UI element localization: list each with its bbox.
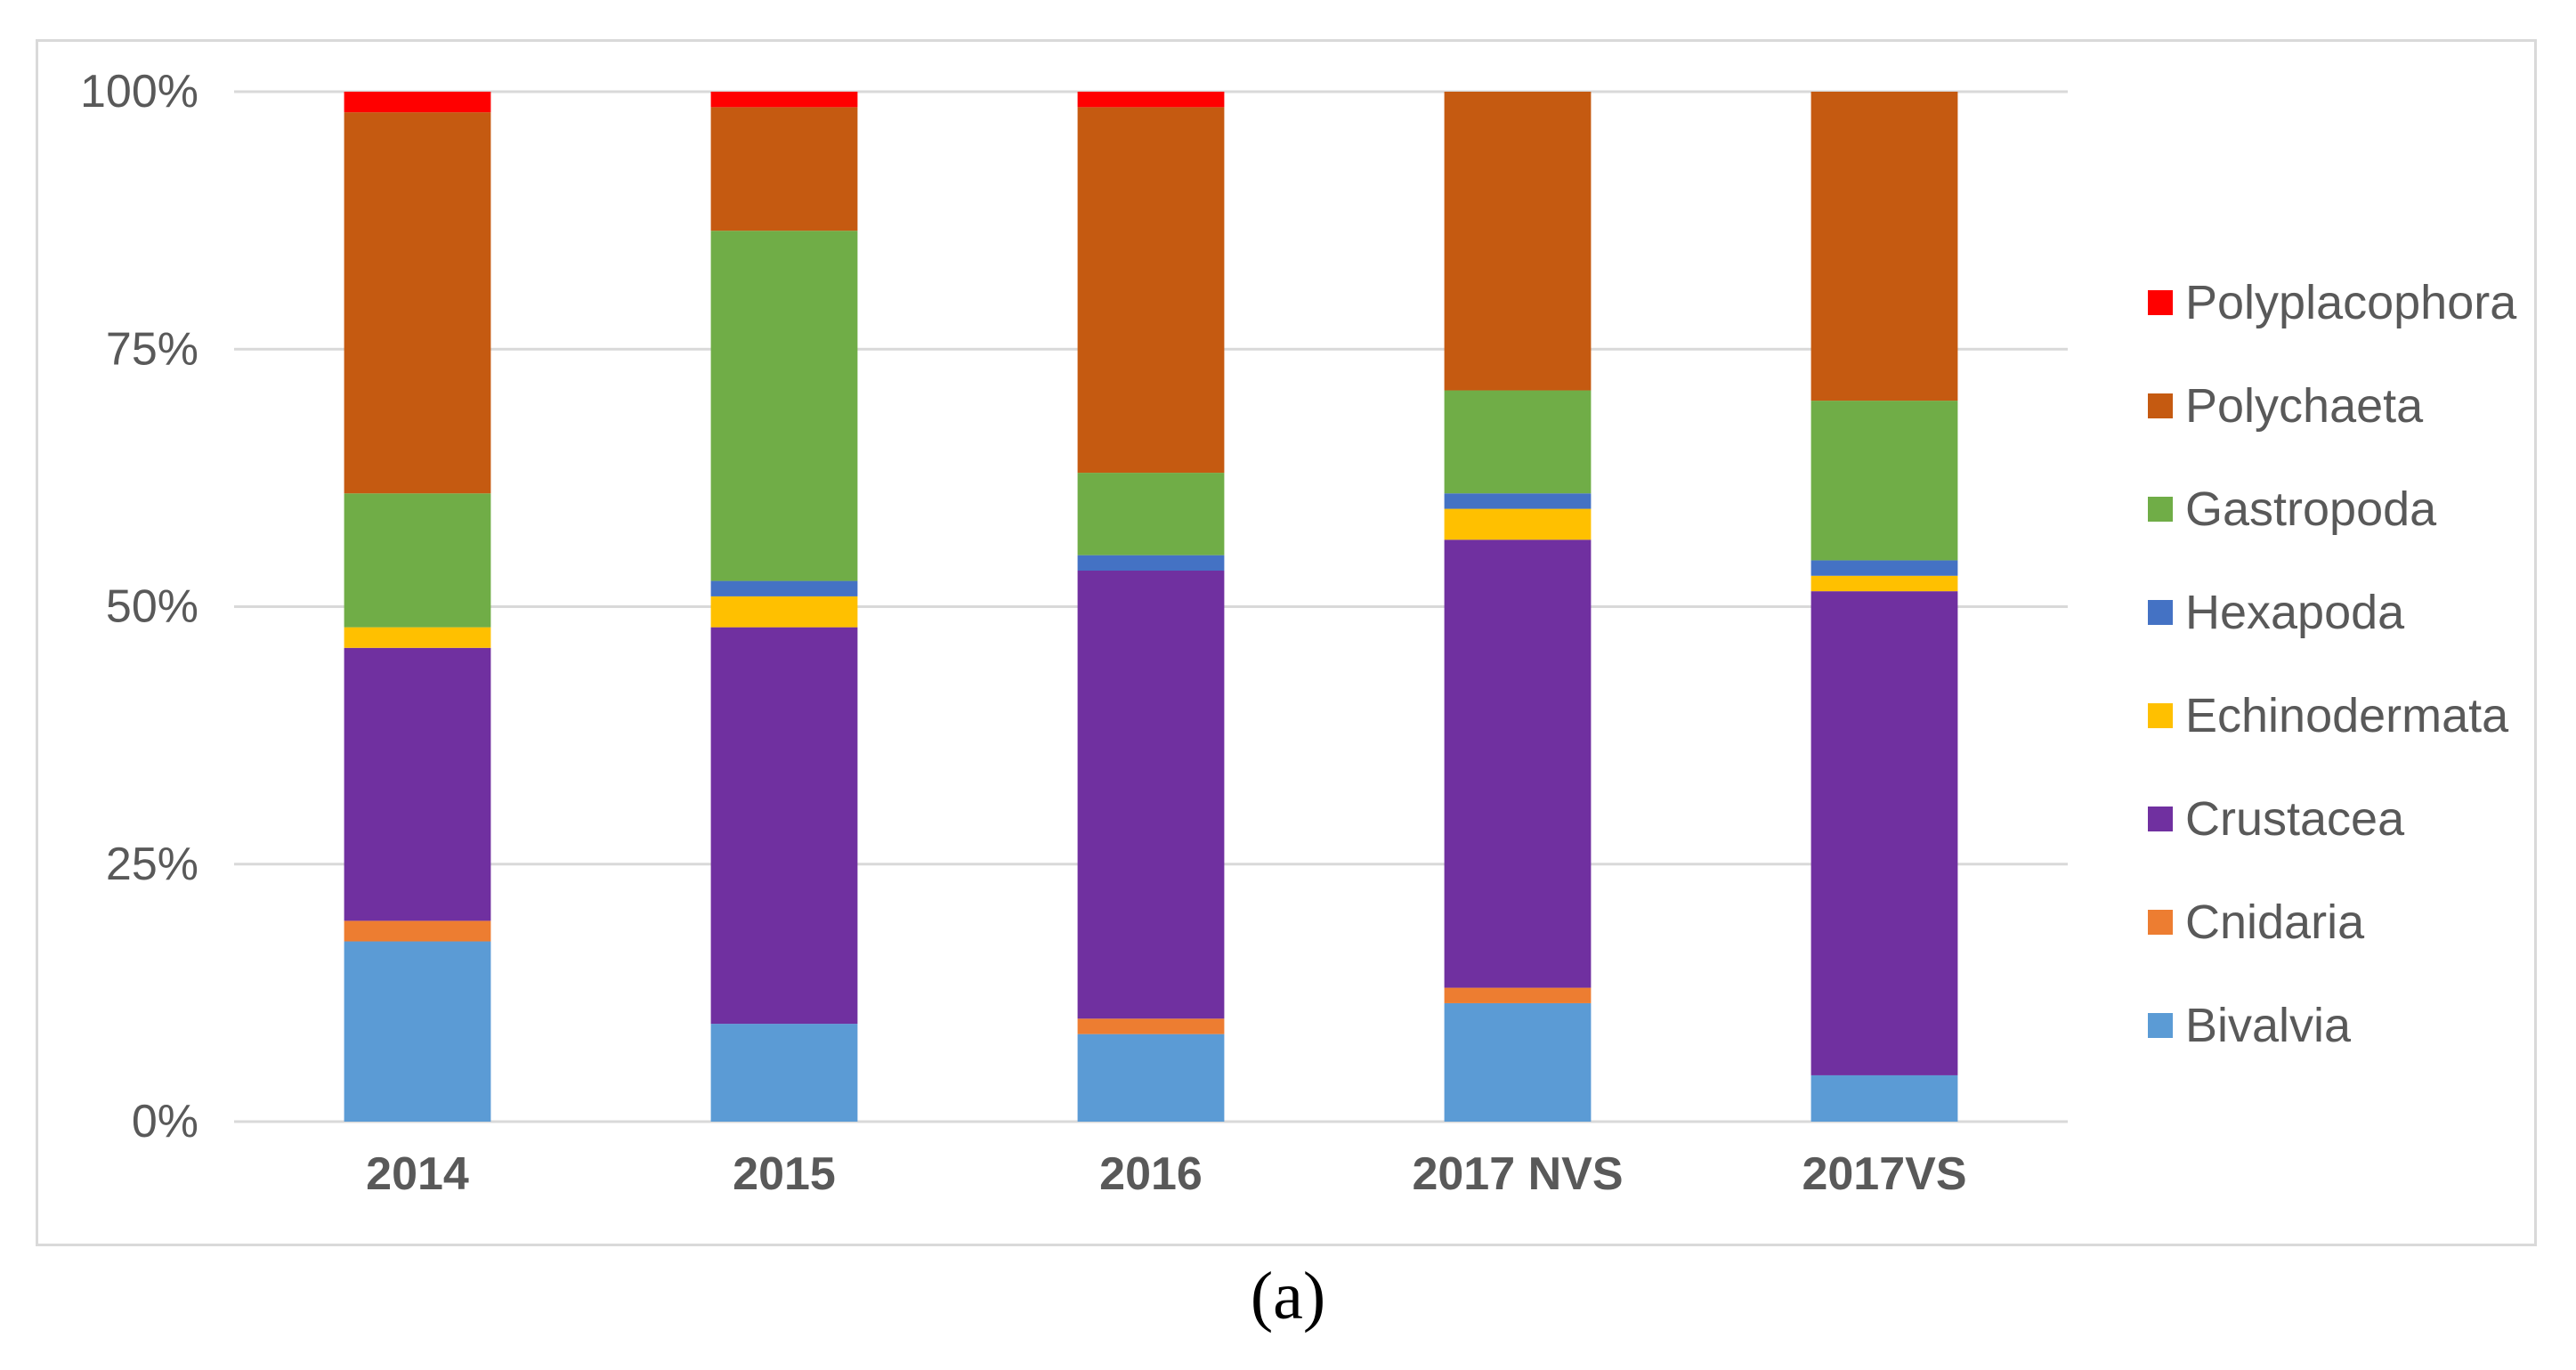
- x-tick-label: 2014: [366, 1148, 469, 1200]
- legend-label: Hexapoda: [2185, 586, 2405, 639]
- bar-segment-gastropoda: [710, 231, 858, 581]
- bar-segment-bivalvia: [1077, 1034, 1225, 1122]
- y-tick-label: 100%: [80, 66, 198, 118]
- bar-segment-polychaeta: [1444, 92, 1592, 391]
- x-axis-ticks: 2014 2015 2016 2017 NVS 2017VS: [366, 1148, 1966, 1200]
- legend-swatch: [2148, 600, 2173, 625]
- bar-segment-bivalvia: [1444, 1002, 1592, 1122]
- panel-caption: (a): [1250, 1259, 1326, 1334]
- y-tick-label: 75%: [106, 323, 198, 375]
- legend-label: Gastropoda: [2185, 482, 2437, 536]
- bar-segment-polychaeta: [710, 107, 858, 231]
- legend-label: Crustacea: [2185, 792, 2405, 846]
- bar-segment-cnidaria: [1444, 987, 1592, 1003]
- bar-segment-hexapoda: [1077, 555, 1225, 572]
- bar-segment-polychaeta: [1077, 107, 1225, 474]
- bar-segment-bivalvia: [710, 1024, 858, 1122]
- legend-label: Cnidaria: [2185, 896, 2365, 949]
- legend-label: Bivalvia: [2185, 999, 2352, 1052]
- bar-segment-crustacea: [1077, 571, 1225, 1019]
- legend-swatch: [2148, 497, 2173, 522]
- bar-segment-hexapoda: [1810, 560, 1958, 576]
- legend-label: Polychaeta: [2185, 379, 2424, 433]
- bar-segment-gastropoda: [1444, 390, 1592, 494]
- bar-segment-gastropoda: [1810, 401, 1958, 561]
- legend: Polyplacophora Polychaeta Gastropoda Hexapo…: [2148, 276, 2517, 1052]
- x-tick-label: 2017VS: [1802, 1148, 1966, 1200]
- legend-swatch: [2148, 393, 2173, 418]
- bar-segment-polyplacophora: [344, 92, 491, 113]
- x-tick-label: 2015: [733, 1148, 836, 1200]
- bar-segment-gastropoda: [344, 493, 491, 628]
- y-tick-label: 25%: [106, 839, 198, 890]
- bar-segment-crustacea: [344, 647, 491, 921]
- bar-segment-polyplacophora: [710, 92, 858, 108]
- legend-swatch: [2148, 290, 2173, 315]
- bar-segment-crustacea: [1810, 591, 1958, 1075]
- bar-segment-polychaeta: [344, 112, 491, 494]
- y-axis-ticks: 0% 25% 50% 75% 100%: [80, 66, 198, 1147]
- bar-segment-polyplacophora: [1077, 92, 1225, 108]
- bar-segment-echinodermata: [1810, 575, 1958, 592]
- bar-segment-hexapoda: [1444, 493, 1592, 509]
- legend-swatch: [2148, 703, 2173, 728]
- legend-label: Echinodermata: [2185, 689, 2509, 742]
- x-tick-label: 2017 NVS: [1412, 1148, 1623, 1200]
- bar-segment-echinodermata: [344, 627, 491, 648]
- bar-segment-cnidaria: [1077, 1018, 1225, 1034]
- bar-segment-echinodermata: [1444, 508, 1592, 540]
- stacked-bar-chart: 0% 25% 50% 75% 100% 2014 2015 2016 2017 NVS 2017…: [80, 66, 2517, 1200]
- bar-segment-gastropoda: [1077, 473, 1225, 555]
- bar-segment-echinodermata: [710, 596, 858, 628]
- bar-segment-cnidaria: [344, 920, 491, 942]
- bar-segment-hexapoda: [710, 580, 858, 596]
- bar-segment-crustacea: [1444, 539, 1592, 988]
- legend-swatch: [2148, 910, 2173, 935]
- bars: [344, 92, 1958, 1122]
- chart-frame: 0% 25% 50% 75% 100% 2014 2015 2016 2017 NVS 2017…: [36, 39, 2537, 1246]
- y-tick-label: 0%: [132, 1096, 198, 1147]
- x-tick-label: 2016: [1099, 1148, 1203, 1200]
- bar-segment-bivalvia: [344, 941, 491, 1122]
- legend-label: Polyplacophora: [2185, 276, 2517, 329]
- legend-swatch: [2148, 807, 2173, 831]
- legend-swatch: [2148, 1013, 2173, 1038]
- bar-segment-crustacea: [710, 627, 858, 1025]
- y-tick-label: 50%: [106, 581, 198, 633]
- bar-segment-bivalvia: [1810, 1074, 1958, 1122]
- bar-segment-polychaeta: [1810, 92, 1958, 401]
